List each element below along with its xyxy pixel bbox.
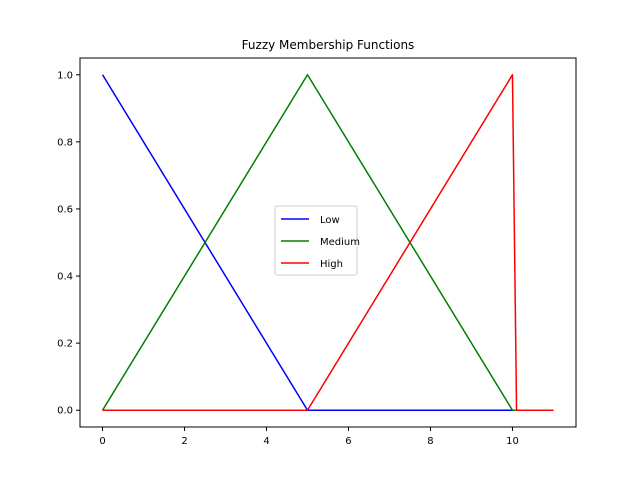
series-layer [101, 74, 554, 411]
legend-box [274, 205, 358, 276]
x-tick-label: 10 [506, 436, 519, 447]
legend-label-medium: Medium [320, 237, 360, 248]
x-tick-label: 6 [345, 436, 351, 447]
y-tick-label: 0.2 [57, 339, 73, 350]
legend-label-low: Low [320, 215, 340, 226]
legend: Low Medium High [274, 205, 360, 276]
y-tick-label: 0.0 [57, 406, 73, 417]
y-tick-label: 0.6 [57, 204, 73, 215]
y-axis: 0.0 0.2 0.4 0.6 0.8 1.0 [57, 70, 80, 417]
series-line-high [102, 74, 554, 411]
x-tick-label: 8 [427, 436, 433, 447]
plot-frame [79, 57, 577, 428]
x-tick-label: 2 [181, 436, 187, 447]
x-tick-label: 4 [263, 436, 269, 447]
legend-label-high: High [320, 259, 343, 270]
x-axis: 0 2 4 6 8 10 [99, 427, 519, 447]
chart-title: Fuzzy Membership Functions [242, 38, 415, 52]
y-tick-label: 0.8 [57, 137, 73, 148]
x-tick-label: 0 [99, 436, 105, 447]
y-tick-label: 0.4 [57, 272, 73, 283]
y-tick-label: 1.0 [57, 70, 73, 81]
